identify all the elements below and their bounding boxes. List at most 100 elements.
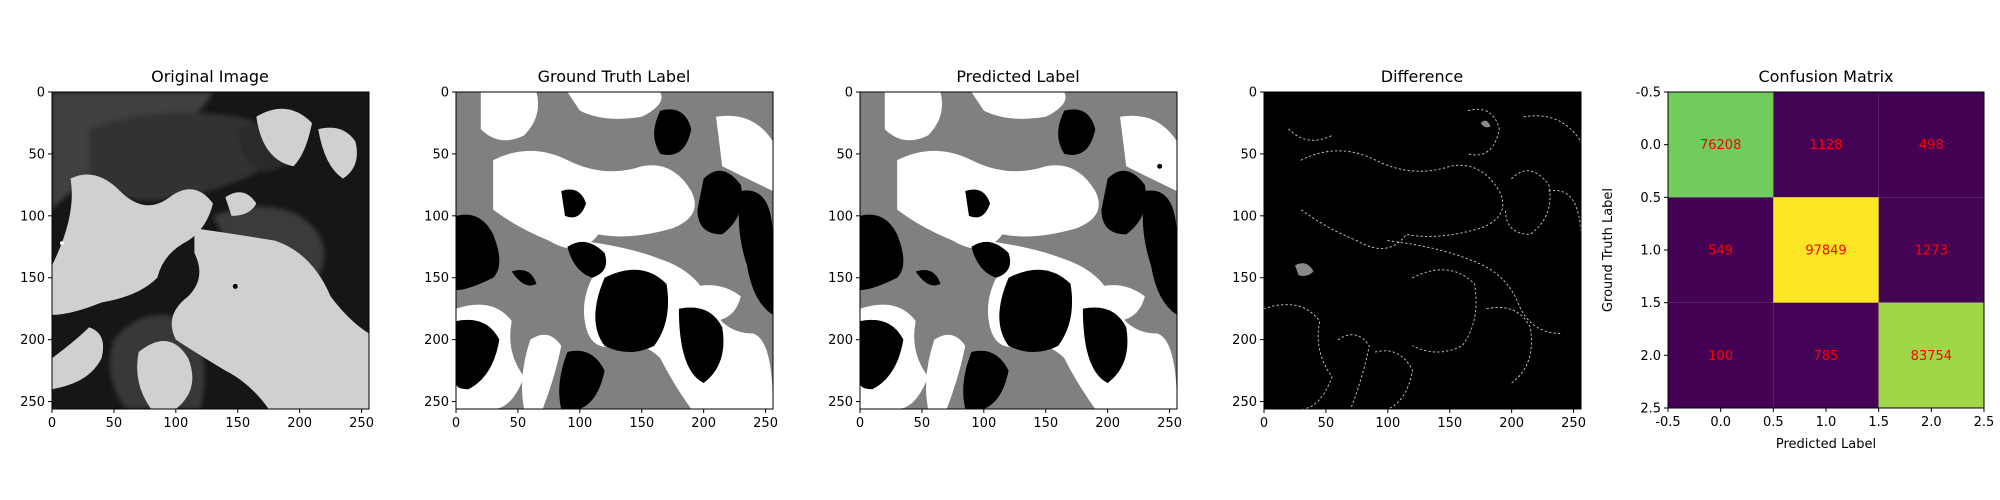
y-axis-label: Ground Truth Label (1601, 188, 1616, 312)
x-tick-label: 150 (629, 416, 654, 431)
y-tick-label: 200 (424, 333, 449, 348)
panel-title-difference: Difference (1381, 67, 1463, 86)
x-tick-label: 250 (349, 416, 374, 431)
panel-title-ground-truth-label: Ground Truth Label (538, 67, 691, 86)
cm-x-tick-label: 2.5 (1974, 415, 1995, 430)
y-tick-label: 0 (845, 86, 853, 101)
cm-y-tick-label: 2.0 (1640, 349, 1661, 364)
panel-title-confusion-matrix: Confusion Matrix (1758, 67, 1893, 86)
x-tick-label: 250 (753, 416, 778, 431)
cm-y-axis-ticks: -0.5 0.0 0.5 1.0 1.5 2.0 2.5 (1636, 86, 1668, 417)
panel-confusion-matrix: Confusion Matrix 76208 1128 498 549 97849 127… (1601, 67, 1994, 452)
cm-cell (1878, 92, 1984, 198)
x-tick-label: 0 (452, 416, 460, 431)
x-tick-label: 150 (1033, 416, 1058, 431)
x-tick-label: 200 (287, 416, 312, 431)
x-tick-label: 50 (106, 416, 123, 431)
x-tick-label: 150 (225, 416, 250, 431)
cm-y-tick-label: 1.0 (1640, 244, 1661, 259)
x-axis-label: Predicted Label (1776, 437, 1876, 452)
confusion-matrix-cells (1668, 92, 1984, 408)
y-tick-label: 200 (828, 333, 853, 348)
y-tick-label: 0 (37, 86, 45, 101)
y-tick-label: 150 (828, 271, 853, 286)
y-tick-label: 50 (432, 147, 449, 162)
cm-x-tick-label: 1.0 (1816, 415, 1837, 430)
difference-image (1264, 92, 1581, 409)
axes-frame (455, 91, 774, 410)
panel-predicted-label: Predicted Label (828, 67, 1182, 431)
cm-y-tick-label: 0.5 (1640, 191, 1661, 206)
cm-cell (1668, 197, 1774, 303)
ground-truth-image (456, 92, 773, 409)
x-tick-label: 0 (856, 416, 864, 431)
cm-cell (1773, 197, 1879, 303)
y-tick-label: 150 (20, 271, 45, 286)
y-tick-label: 50 (28, 147, 45, 162)
y-tick-label: 200 (20, 333, 45, 348)
y-tick-label: 50 (1240, 147, 1257, 162)
cm-y-tick-label: 1.5 (1640, 296, 1661, 311)
x-tick-label: 200 (1095, 416, 1120, 431)
panel-title-original-image: Original Image (151, 67, 269, 86)
y-tick-label: 250 (424, 395, 449, 410)
y-tick-label: 100 (1232, 209, 1257, 224)
y-tick-label: 100 (828, 209, 853, 224)
cm-x-tick-label: 0.5 (1763, 415, 1784, 430)
panel-title-predicted-label: Predicted Label (956, 67, 1079, 86)
cm-cell-value: 83754 (1911, 349, 1952, 364)
axes-frame (51, 91, 370, 410)
x-tick-label: 150 (1437, 416, 1462, 431)
y-tick-label: 50 (836, 147, 853, 162)
panel-difference: Difference 0 50 100 150 (1232, 67, 1586, 431)
cm-x-tick-label: 0.0 (1710, 415, 1731, 430)
cm-cell-value: 549 (1708, 244, 1733, 259)
cm-y-tick-label: -0.5 (1636, 86, 1661, 101)
panel-original-image: Original Image 0 50 100 150 (20, 67, 374, 431)
confusion-matrix-values: 76208 1128 498 549 97849 1273 100 785 83754 (1700, 138, 1952, 364)
y-tick-label: 100 (424, 209, 449, 224)
cm-cell-value: 1273 (1915, 244, 1948, 259)
cm-cell-value: 785 (1814, 349, 1839, 364)
axes-frame (1263, 91, 1582, 410)
x-tick-label: 100 (163, 416, 188, 431)
x-tick-label: 50 (510, 416, 527, 431)
cm-cell (1773, 302, 1879, 408)
y-tick-label: 150 (1232, 271, 1257, 286)
y-tick-label: 100 (20, 209, 45, 224)
cm-x-tick-label: 1.5 (1868, 415, 1889, 430)
cm-cell-value: 100 (1708, 349, 1733, 364)
x-tick-label: 250 (1157, 416, 1182, 431)
cm-cell (1878, 197, 1984, 303)
cm-cell-value: 498 (1919, 138, 1944, 153)
y-tick-label: 150 (424, 271, 449, 286)
y-tick-label: 250 (828, 395, 853, 410)
x-tick-label: 100 (567, 416, 592, 431)
cm-y-tick-label: 2.5 (1640, 402, 1661, 417)
axes-frame (859, 91, 1178, 410)
cm-cell (1773, 92, 1879, 198)
predicted-image (860, 92, 1177, 409)
y-tick-label: 0 (1249, 86, 1257, 101)
cm-cell (1668, 302, 1774, 408)
cm-cell-value: 97849 (1805, 244, 1846, 259)
x-tick-label: 50 (914, 416, 931, 431)
cm-cell-value: 1128 (1809, 138, 1842, 153)
x-tick-label: 100 (1375, 416, 1400, 431)
x-tick-label: 50 (1318, 416, 1335, 431)
y-tick-label: 250 (1232, 395, 1257, 410)
y-tick-label: 200 (1232, 333, 1257, 348)
cm-cell (1668, 92, 1774, 198)
x-tick-label: 250 (1561, 416, 1586, 431)
original-image (52, 92, 369, 409)
y-tick-label: 250 (20, 395, 45, 410)
x-tick-label: 0 (1260, 416, 1268, 431)
cm-cell (1878, 302, 1984, 408)
cm-y-tick-label: 0.0 (1640, 138, 1661, 153)
x-tick-label: 0 (48, 416, 56, 431)
